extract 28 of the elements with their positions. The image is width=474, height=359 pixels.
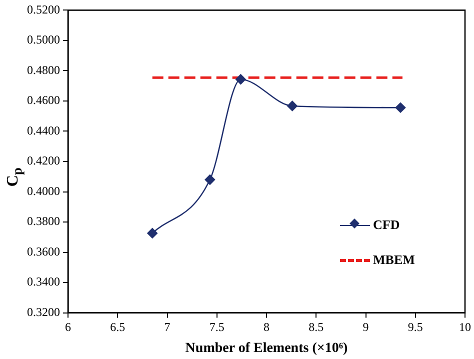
point <box>236 74 246 84</box>
legend-label: MBEM <box>373 252 415 268</box>
x-axis-title: Number of Elements (×10⁶) <box>185 341 348 356</box>
point <box>204 174 216 185</box>
y-tick-label: 0.5200 <box>27 2 60 16</box>
y-tick-label: 0.4000 <box>27 184 60 198</box>
y-tick-label: 0.4200 <box>27 154 60 168</box>
point <box>395 102 406 113</box>
x-tick-label: 9 <box>362 320 369 334</box>
x-tick-label: 10 <box>459 320 471 334</box>
legend-label: CFD <box>373 217 400 234</box>
x-tick-label: 6.5 <box>110 320 126 334</box>
y-tick-label: 0.5000 <box>27 32 60 47</box>
x-tick-label: 9.5 <box>408 320 423 334</box>
y-tick-label: 0.4800 <box>27 62 60 77</box>
y-tick-label: 0.3200 <box>27 304 60 319</box>
x-tick-label: 8.5 <box>308 320 324 334</box>
y-tick-label: 0.3800 <box>27 214 60 228</box>
y-tick-label: 0.3600 <box>27 244 60 258</box>
x-tick-label: 8 <box>264 320 270 334</box>
y-tick-label: 0.4400 <box>27 123 60 138</box>
point <box>287 100 298 112</box>
y-tick-label: 0.3400 <box>27 274 60 289</box>
x-tick-label: 7.5 <box>209 320 224 334</box>
x-tick-label: 7 <box>164 320 170 334</box>
y-tick-label: 0.4600 <box>27 93 60 108</box>
x-tick-label: 6 <box>65 320 71 334</box>
point <box>147 228 158 238</box>
